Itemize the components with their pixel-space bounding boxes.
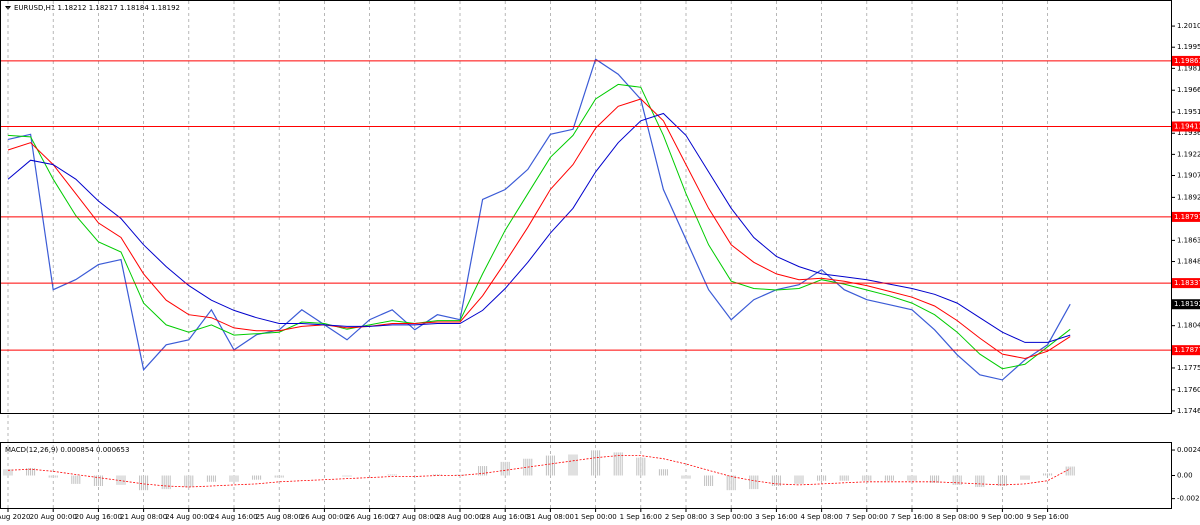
y-tick-label: 1.17755 xyxy=(1177,364,1200,372)
y-tick-label: 1.17605 xyxy=(1177,386,1200,394)
x-tick-label: 19 Aug 2020 xyxy=(0,513,30,521)
last-price-box xyxy=(1172,299,1200,310)
macd-title: MACD(12,26,9) 0.000854 0.000653 xyxy=(5,446,129,454)
x-tick-label: 26 Aug 00:00 xyxy=(301,513,348,521)
level-box xyxy=(1172,55,1200,66)
x-tick-label: 2 Sep 08:00 xyxy=(665,513,707,521)
y-tick-label: 1.18045 xyxy=(1177,322,1200,330)
y-tick-label: 1.18485 xyxy=(1177,258,1200,266)
level-label: 1.18337 xyxy=(1174,279,1200,287)
moving-average xyxy=(7,83,1071,370)
macd-signal xyxy=(7,455,1071,488)
last-price-label: 1.18192 xyxy=(1174,300,1200,308)
y-tick-label: 1.19810 xyxy=(1177,64,1200,72)
x-tick-label: 21 Aug 08:00 xyxy=(120,513,167,521)
y-tick-label: 1.19075 xyxy=(1177,172,1200,180)
x-tick-label: 7 Sep 16:00 xyxy=(891,513,933,521)
x-tick-label: 9 Sep 00:00 xyxy=(981,513,1023,521)
x-tick-label: 26 Aug 16:00 xyxy=(346,513,393,521)
y-tick-label: 1.19365 xyxy=(1177,129,1200,137)
x-tick-label: 3 Sep 16:00 xyxy=(755,513,797,521)
y-tick-label: 1.18925 xyxy=(1177,193,1200,201)
moving-average xyxy=(7,98,1071,360)
y-tick-label: 0.002429 xyxy=(1177,446,1200,454)
price-panel xyxy=(0,0,1172,414)
level-box xyxy=(1172,345,1200,356)
x-tick-label: 20 Aug 00:00 xyxy=(30,513,77,521)
y-tick-label: 1.19955 xyxy=(1177,43,1200,51)
x-tick-label: 4 Sep 08:00 xyxy=(800,513,842,521)
y-tick-label: -0.002207 xyxy=(1177,495,1200,503)
y-tick-label: 1.18630 xyxy=(1177,236,1200,244)
level-box xyxy=(1172,278,1200,289)
chart-title: EURUSD,H1 1.18212 1.18217 1.18184 1.1819… xyxy=(14,4,180,12)
level-label: 1.17877 xyxy=(1174,346,1200,354)
x-tick-label: 3 Sep 00:00 xyxy=(710,513,752,521)
x-tick-label: 24 Aug 00:00 xyxy=(165,513,212,521)
y-tick-label: 1.19220 xyxy=(1177,150,1200,158)
x-tick-label: 8 Sep 08:00 xyxy=(936,513,978,521)
x-tick-label: 1 Sep 00:00 xyxy=(574,513,616,521)
x-tick-label: 1 Sep 16:00 xyxy=(620,513,662,521)
x-tick-label: 24 Aug 16:00 xyxy=(210,513,257,521)
level-box xyxy=(1172,121,1200,132)
y-tick-label: 1.17460 xyxy=(1177,407,1200,415)
y-tick-label: 0.00 xyxy=(1177,472,1193,480)
x-tick-label: 28 Aug 16:00 xyxy=(482,513,529,521)
x-tick-label: 9 Sep 16:00 xyxy=(1026,513,1068,521)
x-tick-label: 27 Aug 08:00 xyxy=(391,513,438,521)
y-tick-label: 1.20100 xyxy=(1177,22,1200,30)
y-tick-label: 1.19660 xyxy=(1177,86,1200,94)
macd-panel xyxy=(0,442,1172,509)
x-tick-label: 7 Sep 00:00 xyxy=(846,513,888,521)
x-tick-label: 25 Aug 08:00 xyxy=(256,513,303,521)
x-tick-label: 20 Aug 16:00 xyxy=(75,513,122,521)
level-box xyxy=(1172,211,1200,222)
x-tick-label: 28 Aug 00:00 xyxy=(436,513,483,521)
x-tick-label: 31 Aug 08:00 xyxy=(527,513,574,521)
y-tick-label: 1.19510 xyxy=(1177,108,1200,116)
price-line xyxy=(7,58,1071,381)
moving-average xyxy=(7,112,1071,343)
